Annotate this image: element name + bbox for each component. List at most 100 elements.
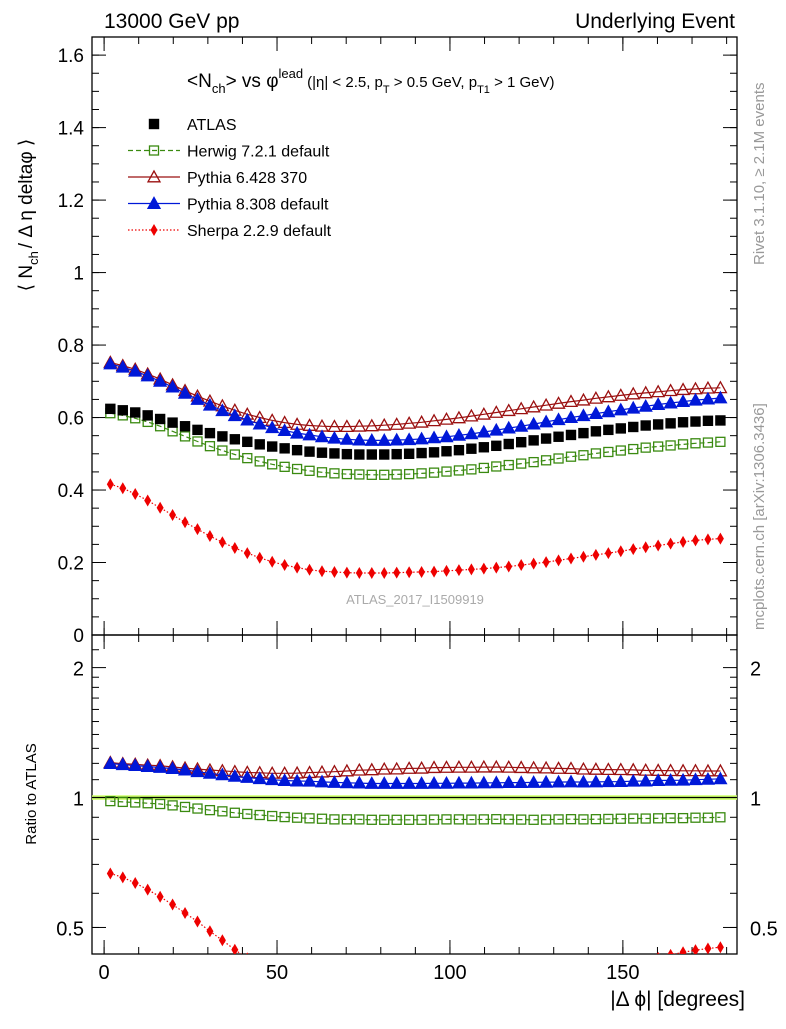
data-point-sherpa: [368, 567, 376, 580]
data-point-atlas: [167, 417, 178, 428]
energy-label: 13000 GeV pp: [104, 10, 239, 33]
data-point-sherpa: [169, 509, 177, 522]
ratio-point-pythia8: [601, 774, 616, 788]
data-point-atlas: [316, 447, 328, 458]
data-point-sherpa: [343, 566, 351, 579]
ratio-point-herwig: [615, 813, 626, 824]
data-point-sherpa: [181, 516, 189, 529]
ratio-point-sherpa: [518, 981, 525, 993]
data-point-sherpa: [555, 554, 563, 567]
ratio-point-pythia6: [377, 761, 392, 775]
data-point-sherpa: [604, 547, 612, 560]
data-point-herwig: [715, 436, 726, 447]
ratio-point-sherpa: [480, 987, 487, 999]
ratio-point-pythia6: [464, 759, 479, 773]
plot-title-main-sup: lead: [279, 66, 304, 81]
data-point-sherpa: [642, 541, 650, 554]
ratio-point-pythia6: [551, 761, 566, 774]
data-point-pythia8: [128, 363, 143, 377]
data-point-pythia6: [663, 383, 678, 397]
data-point-herwig: [254, 456, 265, 467]
data-point-herwig: [578, 450, 589, 461]
ratio-point-herwig: [665, 812, 676, 824]
ratio-point-herwig: [453, 814, 465, 825]
ratio-point-herwig: [316, 813, 328, 824]
data-point-herwig: [366, 469, 377, 480]
data-point-pythia8: [613, 402, 628, 416]
data-point-sherpa: [330, 565, 338, 578]
data-point-herwig: [403, 468, 415, 480]
mcplots-label: mcplots.cern.ch [arXiv:1306.3436]: [751, 403, 768, 630]
data-point-pythia8: [538, 414, 554, 428]
data-point-atlas: [515, 436, 527, 448]
data-point-pythia8: [165, 379, 180, 393]
data-point-sherpa: [505, 560, 513, 573]
ratio-point-sherpa: [206, 925, 214, 938]
data-point-atlas: [715, 415, 726, 426]
data-point-sherpa: [442, 564, 450, 577]
data-point-pythia6: [439, 412, 454, 425]
ratio-point-herwig: [130, 797, 141, 808]
ratio-point-pythia8: [177, 762, 193, 776]
ratio-point-pythia6: [364, 762, 379, 776]
data-point-pythia6: [389, 417, 404, 430]
ratio-point-sherpa: [144, 883, 152, 896]
ratio-point-sherpa: [431, 990, 438, 1002]
ratio-point-herwig: [702, 812, 714, 823]
ratio-point-herwig: [416, 814, 427, 825]
ratio-point-sherpa: [181, 907, 189, 920]
analysis-tag: ATLAS_2017_I1509919: [346, 592, 484, 607]
ratio-point-sherpa: [393, 991, 400, 1003]
ratio-point-herwig: [516, 814, 527, 825]
data-point-pythia6: [638, 385, 653, 399]
data-point-pythia8: [327, 430, 342, 444]
ratio-point-pythia8: [538, 774, 554, 788]
data-point-sherpa: [467, 563, 475, 576]
data-point-pythia6: [501, 403, 516, 417]
ratio-point-herwig: [652, 813, 664, 824]
data-point-atlas: [154, 413, 166, 425]
data-point-atlas: [690, 416, 701, 427]
data-point-atlas: [403, 448, 415, 459]
data-point-sherpa: [218, 536, 226, 549]
data-point-pythia8: [364, 433, 379, 446]
ratio-point-herwig: [715, 812, 726, 823]
data-point-pythia6: [426, 413, 442, 427]
data-point-herwig: [466, 464, 477, 475]
data-point-pythia8: [103, 356, 118, 370]
data-point-herwig: [416, 468, 427, 479]
data-point-pythia6: [538, 397, 554, 411]
ratio-point-herwig: [441, 814, 452, 825]
data-point-pythia8: [601, 404, 616, 418]
data-point-sherpa: [629, 543, 637, 556]
data-point-atlas: [279, 443, 290, 454]
data-point-pythia6: [451, 410, 467, 424]
ratio-point-sherpa: [246, 952, 249, 954]
ratio-y-tick-label-right: 1: [750, 789, 761, 811]
data-point-atlas: [478, 442, 490, 453]
ratio-point-herwig: [204, 804, 216, 816]
ratio-point-pythia6: [402, 761, 417, 774]
data-point-atlas: [628, 421, 639, 433]
plot-title-cuts-b: > 0.5 GeV, p: [390, 74, 477, 91]
ratio-point-sherpa: [256, 961, 263, 973]
data-point-pythia8: [514, 418, 529, 432]
data-point-atlas: [466, 443, 477, 454]
ratio-point-pythia6: [601, 762, 616, 776]
ratio-point-sherpa: [343, 991, 350, 1003]
data-point-herwig: [528, 456, 539, 468]
ratio-point-pythia8: [153, 760, 168, 773]
ratio-point-pythia8: [464, 775, 479, 789]
data-point-pythia6: [476, 406, 491, 420]
x-tick-label: 0: [99, 962, 110, 984]
data-point-pythia6: [414, 414, 429, 428]
data-point-atlas: [266, 441, 278, 452]
ratio-point-herwig: [428, 814, 440, 825]
data-point-sherpa: [567, 552, 575, 565]
ratio-point-herwig: [267, 810, 278, 822]
ratio-point-sherpa: [106, 867, 114, 880]
legend-marker-herwig: [148, 145, 160, 156]
ratio-point-pythia8: [289, 773, 305, 787]
plot-title-main-phi: φ: [266, 71, 278, 92]
data-point-herwig: [590, 448, 602, 459]
